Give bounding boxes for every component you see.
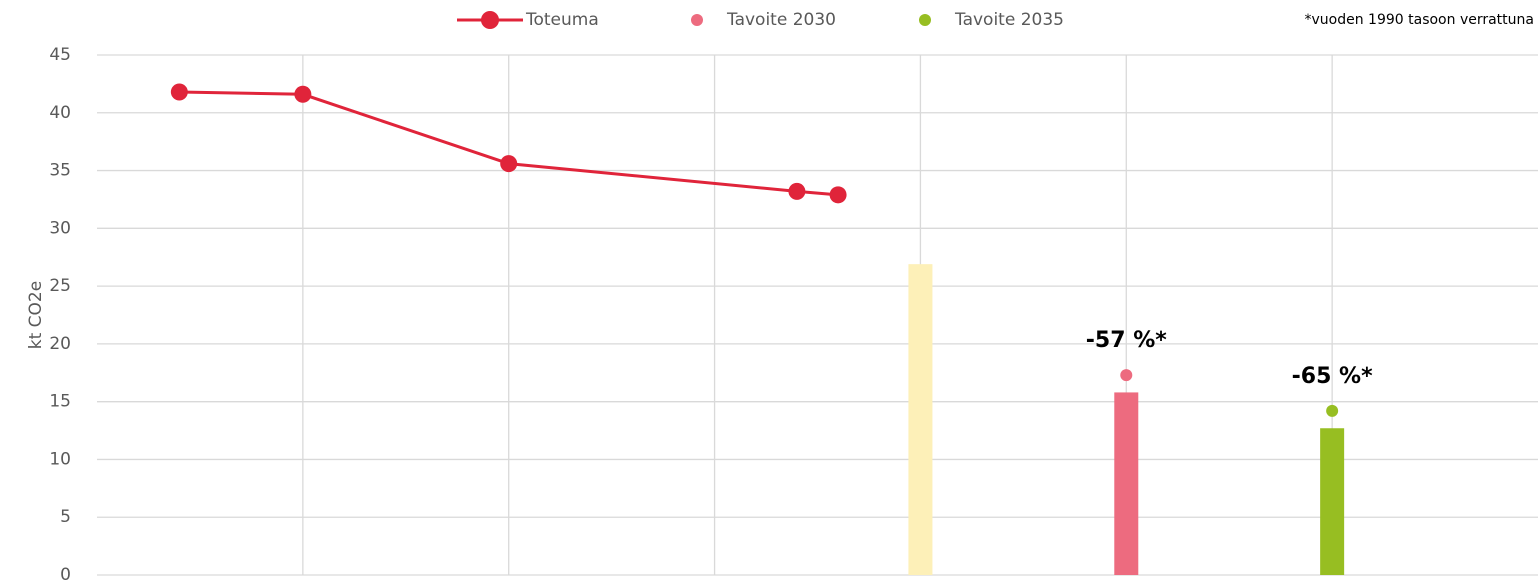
legend-label: Tavoite 2035 <box>954 10 1064 30</box>
point <box>170 83 188 101</box>
y-tick-label: 40 <box>49 103 71 123</box>
y-tick-label: 45 <box>49 45 71 65</box>
y-tick-label: 25 <box>49 276 71 296</box>
point <box>1120 369 1133 382</box>
point <box>500 155 518 173</box>
point <box>1326 404 1339 417</box>
legend-label: Tavoite 2030 <box>726 10 836 30</box>
y-tick-label: 20 <box>49 334 71 354</box>
bar <box>1320 428 1345 575</box>
y-tick-label: 35 <box>49 161 71 181</box>
bar <box>908 264 933 575</box>
y-tick-label: 10 <box>49 449 71 469</box>
annotation: -65 %* <box>1292 364 1373 389</box>
annotation: -57 %* <box>1086 328 1167 353</box>
bar <box>1114 392 1139 575</box>
legend-marker <box>919 14 931 26</box>
y-tick-label: 15 <box>49 392 71 412</box>
y-tick-label: 5 <box>60 507 71 527</box>
point <box>788 182 806 200</box>
y-axis-label: kt CO2e <box>26 281 46 349</box>
legend-marker <box>481 11 499 29</box>
note: *vuoden 1990 tasoon verrattuna <box>1305 12 1535 28</box>
legend-marker <box>691 14 703 26</box>
y-tick-label: 0 <box>60 565 71 585</box>
point <box>829 186 847 204</box>
point <box>294 85 312 103</box>
legend-label: Toteuma <box>525 10 599 30</box>
y-tick-label: 30 <box>49 218 71 238</box>
